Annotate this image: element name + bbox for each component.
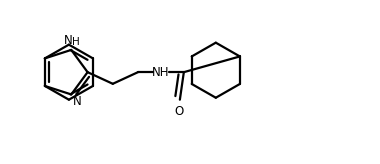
- Text: H: H: [72, 37, 80, 47]
- Text: N: N: [73, 95, 82, 108]
- Text: O: O: [174, 105, 184, 118]
- Text: NH: NH: [152, 66, 169, 79]
- Text: N: N: [63, 34, 72, 47]
